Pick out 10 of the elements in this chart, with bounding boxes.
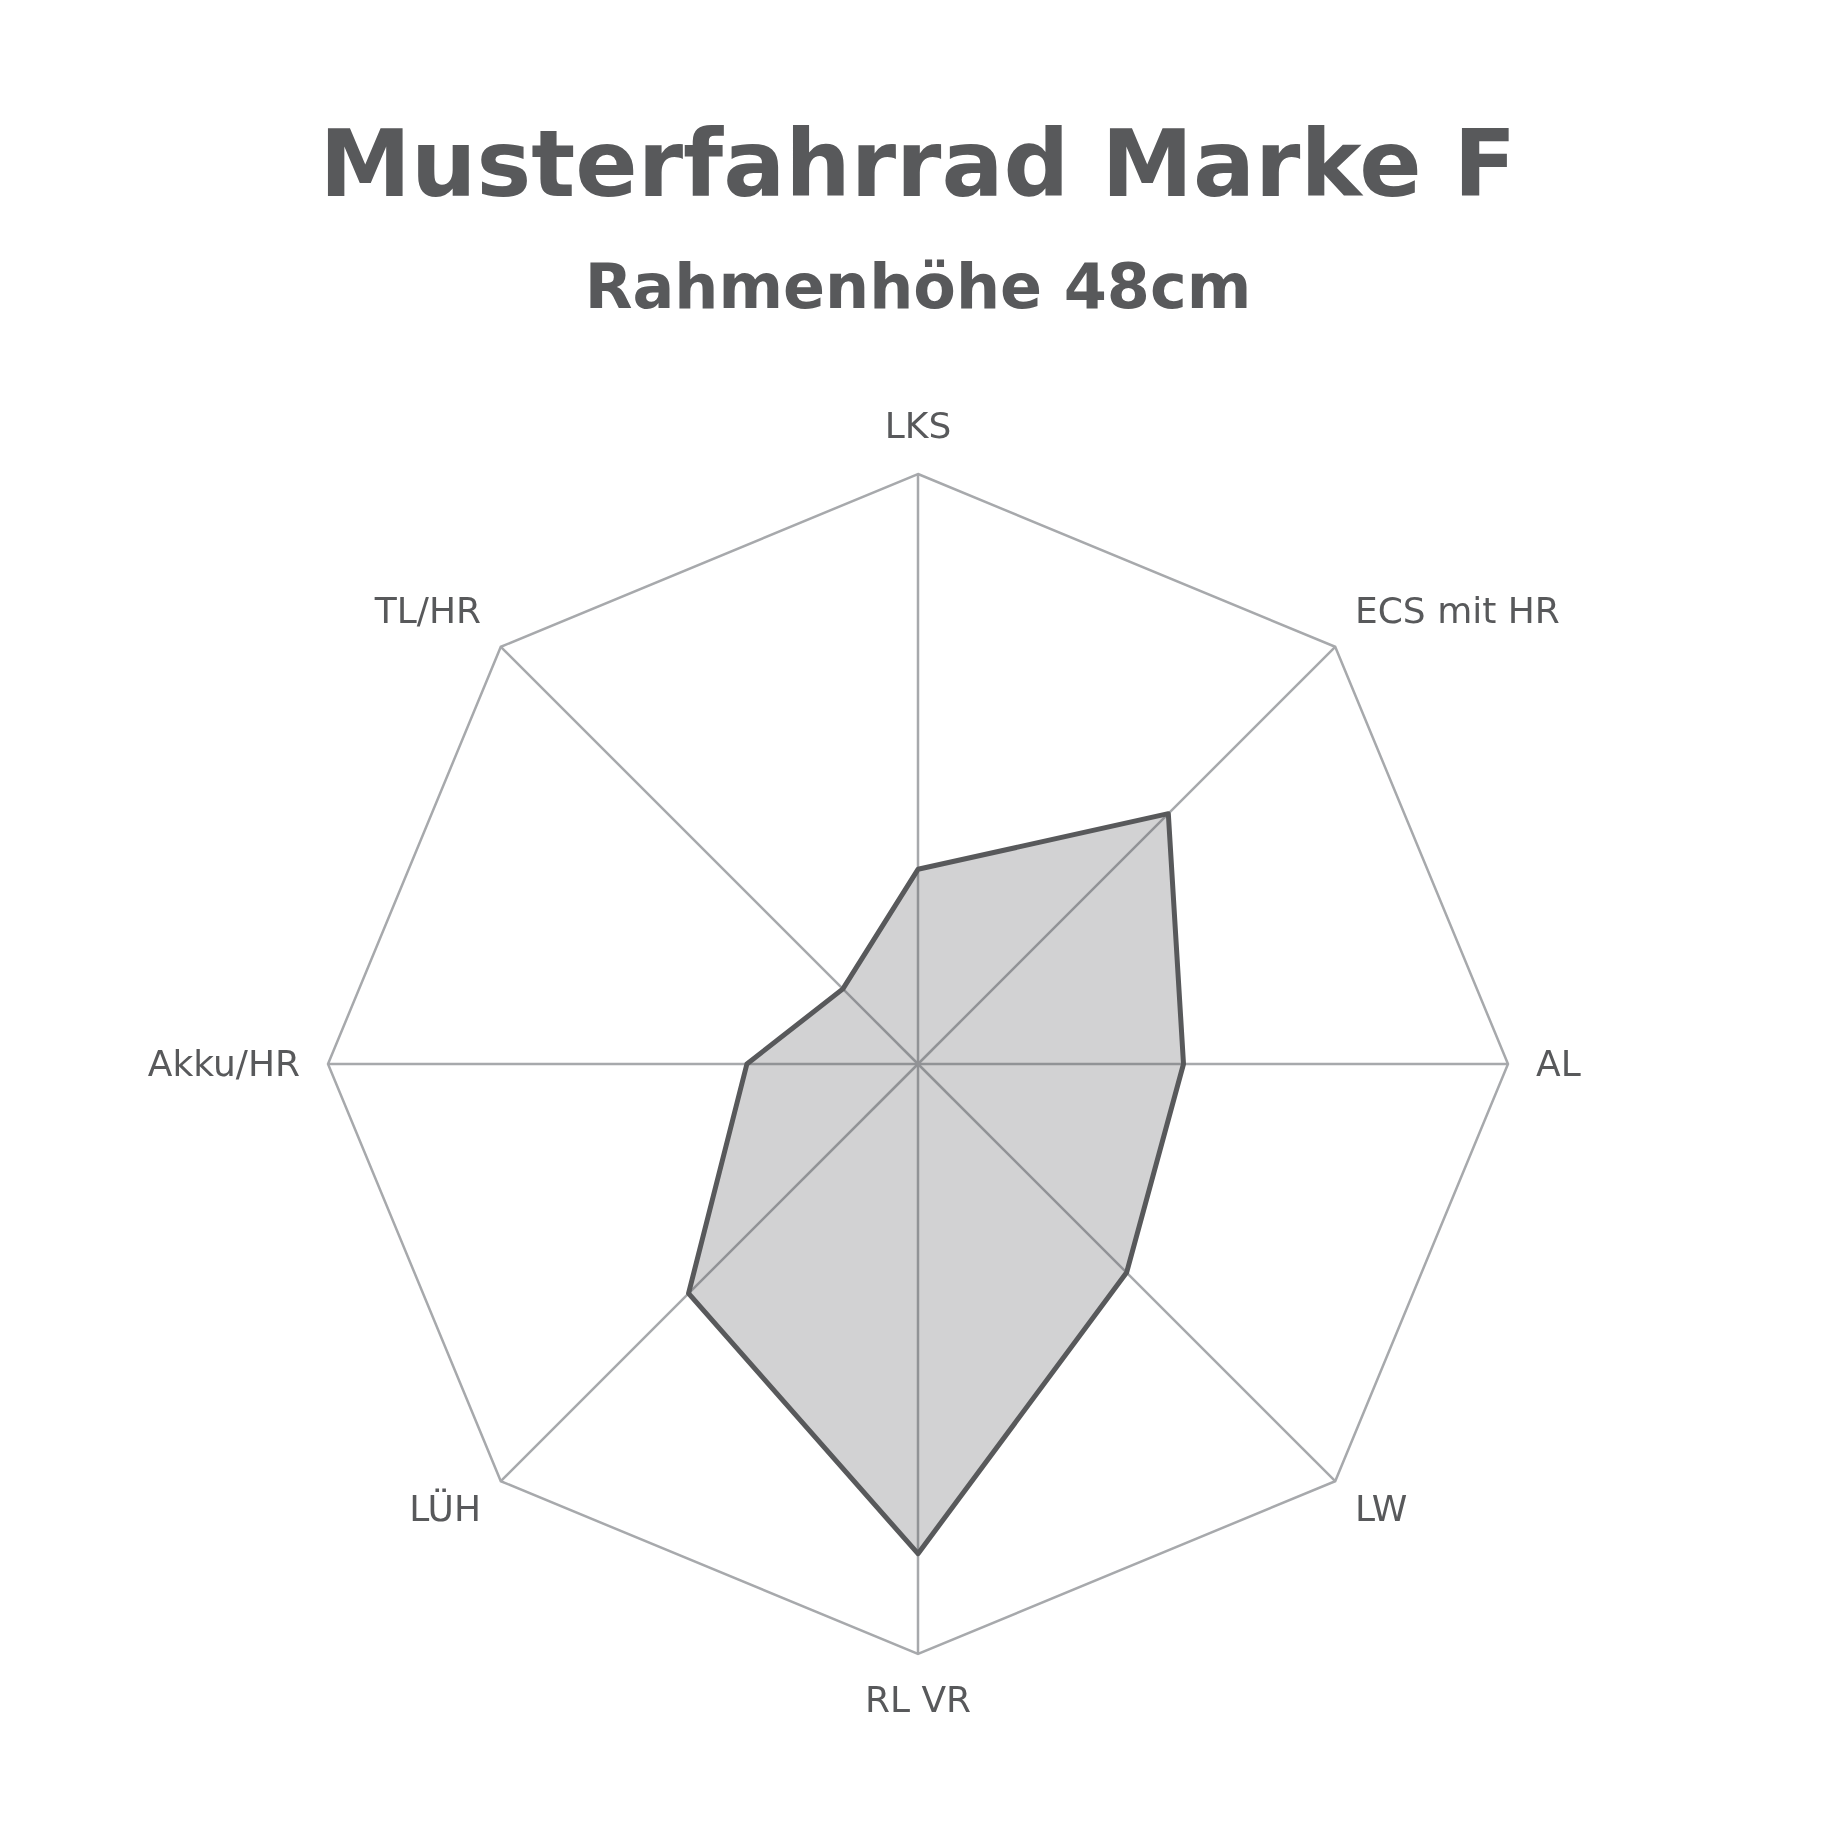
chart-subtitle: Rahmenhöhe 48cm (584, 250, 1252, 323)
chart-title: Musterfahrrad Marke F (319, 111, 1517, 218)
spoke-label: TL/HR (373, 590, 482, 632)
spoke-label: LÜH (409, 1487, 482, 1529)
spoke-label: LW (1354, 1487, 1408, 1529)
spoke-label: LKS (884, 405, 952, 446)
spoke-label: Akku/HR (147, 1043, 300, 1084)
spoke-label: RL VR (864, 1679, 972, 1720)
spoke-label: ECS mit HR (1354, 590, 1560, 632)
spoke-label: AL (1536, 1043, 1581, 1084)
